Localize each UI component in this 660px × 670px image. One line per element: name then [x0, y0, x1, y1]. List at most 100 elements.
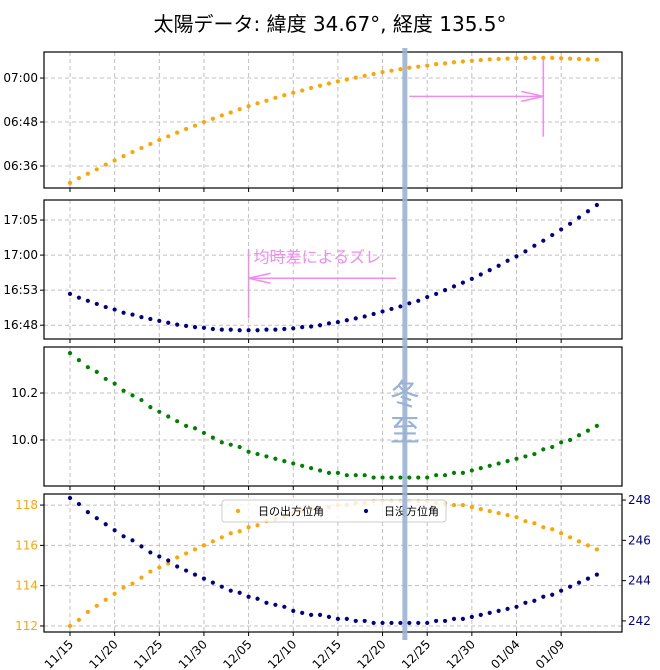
data-point-azimuth-sunrise: [478, 507, 483, 512]
data-point-azimuth-sunset: [166, 558, 171, 563]
data-point-sunrise: [344, 77, 349, 82]
data-point-daylength: [85, 365, 90, 370]
data-point-daylength: [237, 444, 242, 450]
data-point-azimuth-sunrise: [103, 597, 108, 602]
data-point-daylength: [121, 388, 126, 393]
chart-title: 太陽データ: 緯度 34.67°, 経度 135.5°: [153, 12, 507, 36]
data-point-sunrise: [67, 180, 73, 185]
data-point-daylength: [469, 468, 474, 473]
data-point-sunrise: [326, 81, 332, 86]
data-point-sunset: [594, 202, 599, 208]
data-point-azimuth-sunset: [523, 600, 528, 605]
data-point-sunrise: [157, 137, 162, 143]
data-point-sunset: [541, 238, 546, 243]
data-point-azimuth-sunset: [94, 516, 99, 521]
data-point-daylength: [478, 466, 483, 471]
data-point-azimuth-sunrise: [228, 531, 233, 536]
data-point-sunset: [67, 291, 73, 297]
data-point-sunset: [166, 320, 171, 325]
data-point-daylength: [451, 470, 457, 475]
data-point-daylength: [273, 456, 278, 461]
data-point-daylength: [344, 473, 349, 478]
data-point-sunset: [291, 326, 296, 331]
data-point-azimuth-sunset: [273, 602, 278, 607]
data-point-daylength: [550, 444, 555, 450]
data-point-sunrise: [425, 63, 430, 68]
data-point-sunset: [335, 319, 340, 325]
y-tick-label: 17:05: [3, 213, 38, 227]
data-point-azimuth-sunset: [201, 576, 207, 581]
data-point-sunrise: [112, 158, 117, 163]
data-point-daylength: [442, 473, 448, 478]
data-point-sunset: [85, 298, 90, 303]
data-point-azimuth-sunrise: [67, 623, 73, 629]
data-point-azimuth-sunset: [344, 616, 349, 622]
data-point-daylength: [255, 451, 260, 457]
data-point-sunrise: [148, 141, 153, 147]
data-point-sunset: [282, 326, 287, 332]
data-point-daylength: [371, 475, 376, 480]
panel-daylength: [40, 346, 623, 490]
data-point-azimuth-sunset: [103, 522, 108, 527]
y-tick-label: 114: [15, 579, 38, 593]
data-point-sunrise: [255, 101, 260, 106]
data-point-azimuth-sunrise: [550, 527, 555, 532]
data-point-daylength: [532, 451, 537, 457]
panel-sunset: [40, 199, 623, 343]
data-point-sunset: [407, 301, 412, 306]
data-point-azimuth-sunset: [559, 588, 564, 593]
data-point-daylength: [67, 351, 73, 356]
data-point-azimuth-sunset: [130, 538, 135, 543]
data-point-sunrise: [103, 162, 108, 167]
data-point-daylength: [309, 466, 314, 471]
x-tick-label: 11/20: [86, 637, 120, 670]
data-point-sunset: [112, 307, 117, 312]
data-point-sunset: [559, 227, 564, 232]
data-point-sunset: [380, 309, 385, 314]
x-tick-label: 12/25: [399, 637, 433, 670]
data-point-azimuth-sunrise: [505, 513, 510, 518]
data-point-azimuth-sunrise: [94, 603, 99, 608]
data-point-azimuth-sunset: [353, 618, 358, 624]
data-point-azimuth-sunrise: [567, 535, 573, 540]
data-point-azimuth-sunset: [380, 620, 385, 626]
data-point-sunrise: [130, 149, 135, 155]
data-point-azimuth-sunset: [237, 590, 242, 595]
data-point-azimuth-sunrise: [237, 529, 242, 534]
data-point-daylength: [389, 475, 394, 480]
data-point-daylength: [362, 473, 367, 478]
data-point-azimuth-sunrise: [514, 515, 519, 520]
data-point-sunset: [148, 316, 153, 322]
data-point-azimuth-sunset: [192, 572, 198, 577]
data-point-daylength: [148, 405, 153, 410]
data-point-daylength: [523, 454, 528, 459]
data-point-azimuth-sunset: [326, 614, 332, 619]
y-tick-label: 16:53: [3, 283, 38, 297]
legend-marker-sunset: [363, 508, 369, 514]
data-point-sunrise: [201, 119, 207, 125]
data-point-azimuth-sunset: [76, 501, 82, 507]
data-point-sunset: [183, 323, 189, 328]
data-point-sunrise: [469, 58, 474, 63]
data-point-sunrise: [273, 95, 278, 100]
data-point-sunset: [130, 312, 135, 317]
data-point-azimuth-sunset: [550, 592, 555, 597]
data-point-sunset: [353, 316, 358, 321]
data-point-azimuth-sunset: [317, 612, 323, 617]
data-point-sunrise: [362, 73, 367, 78]
data-point-azimuth-sunset: [309, 612, 314, 617]
data-point-azimuth-sunset: [585, 576, 591, 581]
x-tick-label: 11/25: [131, 637, 165, 670]
solstice-label: 至: [390, 414, 420, 449]
data-point-sunrise: [166, 134, 171, 139]
data-point-azimuth-sunset: [282, 604, 287, 609]
data-point-sunset: [309, 324, 314, 329]
data-point-daylength: [335, 470, 340, 475]
data-point-daylength: [175, 419, 180, 424]
data-point-sunset: [157, 318, 162, 323]
data-point-sunrise: [567, 56, 573, 61]
data-point-sunset: [567, 221, 573, 226]
data-point-azimuth-sunrise: [130, 581, 135, 586]
x-tick-label: 11/30: [176, 637, 210, 670]
data-point-sunset: [175, 322, 180, 327]
